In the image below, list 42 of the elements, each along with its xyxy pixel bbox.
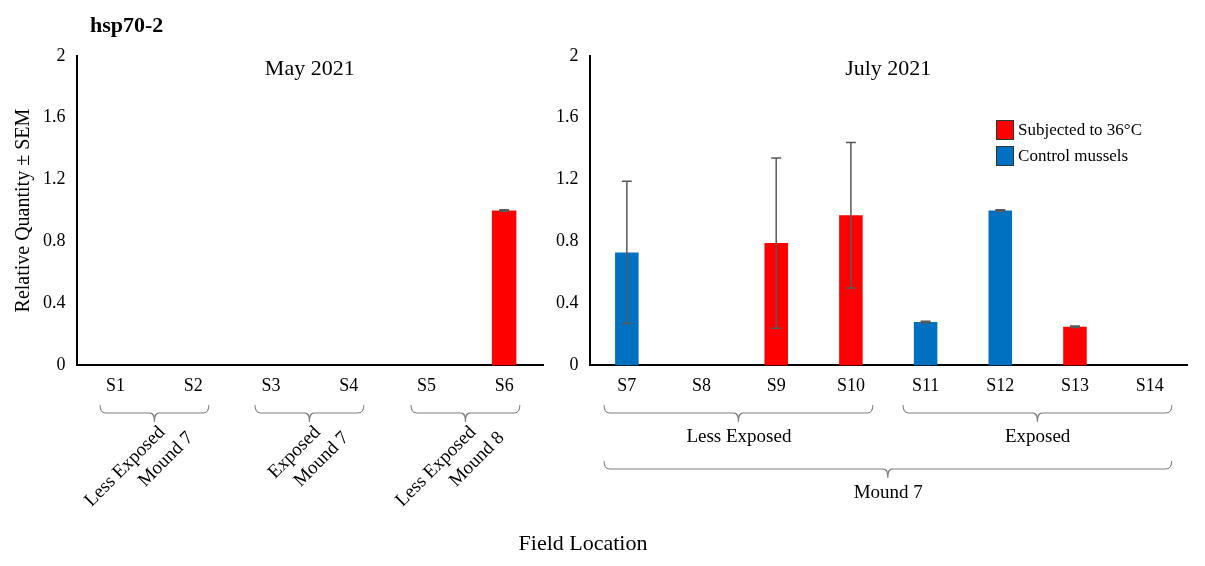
- chart-subtitle: May 2021: [264, 54, 355, 80]
- x-tick-label: S3: [261, 374, 281, 395]
- x-tick-label: S9: [766, 374, 786, 395]
- x-tick-label: S6: [494, 374, 514, 395]
- x-tick-label: S12: [986, 374, 1015, 395]
- y-tick-label: 0.4: [43, 292, 66, 313]
- x-axis-title: Field Location: [517, 530, 649, 556]
- bar: [1063, 326, 1087, 366]
- y-tick-label: 0: [569, 354, 579, 375]
- y-tick-label: 1.6: [43, 106, 66, 127]
- y-tick-label: 1.2: [556, 168, 579, 189]
- text: Mound 7: [853, 480, 923, 502]
- y-tick-label: 0.8: [556, 230, 579, 251]
- y-tick-label: 0: [56, 354, 66, 375]
- y-tick-label: 2: [569, 44, 579, 65]
- x-tick-label: S14: [1135, 374, 1164, 395]
- bar: [913, 322, 938, 366]
- text: Exposed: [1004, 424, 1071, 446]
- y-tick-label: 1.2: [43, 168, 66, 189]
- y-tick-label: 0.8: [43, 230, 66, 251]
- bar: [764, 243, 788, 366]
- y-axis-title: Relative Quantity ± SEM: [11, 108, 35, 313]
- x-tick-label: S8: [692, 374, 712, 395]
- bar: [988, 210, 1013, 366]
- chart-title: hsp70-2: [90, 12, 164, 38]
- y-tick-label: 1.6: [556, 106, 579, 127]
- x-tick-label: S11: [911, 374, 940, 395]
- y-tick-label: 0.4: [556, 292, 579, 313]
- bar: [839, 215, 863, 366]
- x-tick-label: S13: [1060, 374, 1089, 395]
- legend-label: Control mussels: [1018, 145, 1129, 167]
- x-tick-label: S10: [836, 374, 865, 395]
- y-tick-label: 2: [56, 44, 66, 65]
- x-tick-label: S5: [416, 374, 436, 395]
- x-tick-label: S4: [339, 374, 359, 395]
- x-tick-label: S7: [617, 374, 637, 395]
- text: Less Exposed: [686, 424, 792, 446]
- bar: [615, 252, 639, 366]
- x-tick-label: S2: [183, 374, 203, 395]
- chart-title: July 2021: [845, 54, 932, 80]
- legend-label: Subjected to 36°C: [1018, 119, 1142, 141]
- x-tick-label: S1: [105, 374, 125, 395]
